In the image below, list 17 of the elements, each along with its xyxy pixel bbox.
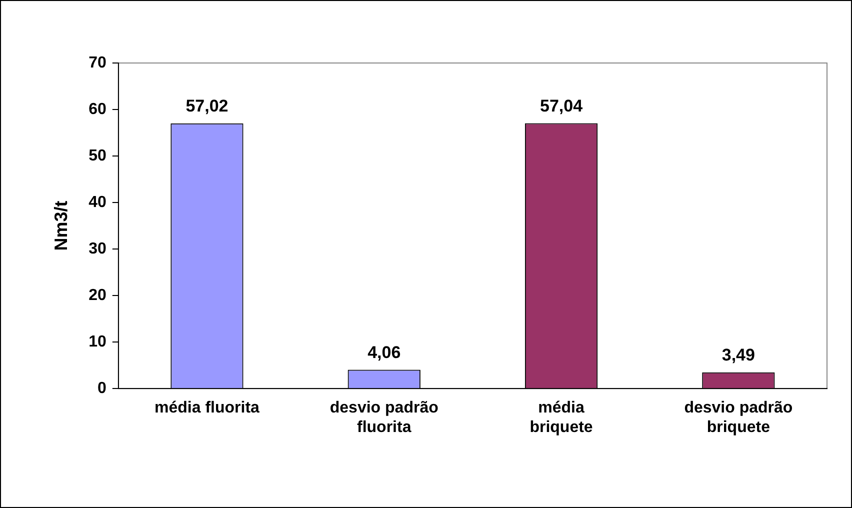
data-label: 4,06 xyxy=(368,342,401,362)
y-tick-label: 0 xyxy=(97,380,106,398)
x-tick-label: média fluorita xyxy=(154,400,260,417)
x-tick-label: desvio padrão fluorita xyxy=(330,400,439,436)
y-tick-label: 30 xyxy=(88,240,106,258)
y-axis-title: Nm3/t xyxy=(50,200,71,251)
x-tick-label: desvio padrão briquete xyxy=(684,400,793,436)
y-tick-label: 20 xyxy=(88,286,106,304)
x-tick-label: média briquete xyxy=(530,400,593,436)
y-tick-label: 60 xyxy=(88,100,106,118)
y-tick-label: 50 xyxy=(88,147,106,164)
y-tick-label: 40 xyxy=(88,194,106,211)
data-label: 57,04 xyxy=(540,96,584,116)
data-label: 57,02 xyxy=(186,96,228,116)
data-label: 3,49 xyxy=(722,346,755,365)
y-tick-label: 10 xyxy=(88,333,106,350)
y-tick-label: 70 xyxy=(88,54,106,72)
